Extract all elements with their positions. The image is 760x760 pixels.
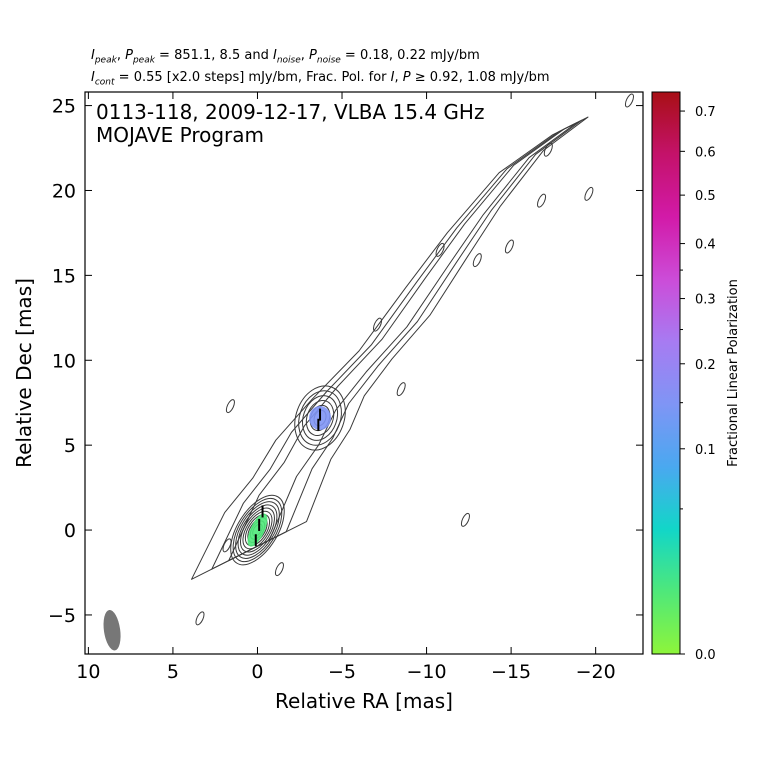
header-line-1: Ipeak, Ppeak = 851.1, 8.5 and Inoise, Pn… xyxy=(91,48,480,66)
contour-island xyxy=(195,611,205,626)
contour-island xyxy=(396,382,406,397)
contour-island xyxy=(504,239,514,254)
colorbar-tick-label: 0.3 xyxy=(695,293,716,308)
core-polarization-patch xyxy=(247,513,268,547)
colorbar-tick-label: 0.0 xyxy=(695,648,716,663)
jet-contour xyxy=(228,122,578,562)
header-line-2: Icont = 0.55 [x2.0 steps] mJy/bm, Frac. … xyxy=(91,70,550,88)
y-tick-label: 15 xyxy=(52,265,76,287)
knot-contour xyxy=(302,395,339,441)
colorbar-tick-label: 0.5 xyxy=(695,189,716,204)
y-tick-label: 5 xyxy=(64,435,76,457)
core-contour xyxy=(242,510,273,550)
contour-island xyxy=(274,562,284,577)
contour-layer xyxy=(103,93,634,651)
y-tick-label: 10 xyxy=(52,350,76,372)
y-axis-title: Relative Dec [mas] xyxy=(12,278,36,468)
colorbar-tick-label: 0.7 xyxy=(695,105,716,120)
contour-island xyxy=(624,93,634,108)
contour-island xyxy=(472,253,482,268)
contour-island xyxy=(460,512,470,527)
y-tick-label: 0 xyxy=(64,520,76,542)
chart-title: 0113-118, 2009-12-17, VLBA 15.4 GHz xyxy=(96,100,484,124)
core-contour xyxy=(230,494,285,566)
colorbar-title: Fractional Linear Polarization xyxy=(726,279,741,467)
polarization-layer xyxy=(247,405,332,547)
x-tick-label: 10 xyxy=(76,661,100,683)
axes-layer: 10 5 0 −5 −10 −15 −20 −5 0 5 10 15 20 25 xyxy=(48,92,643,683)
contour-island xyxy=(543,142,553,157)
core-contour xyxy=(232,498,283,563)
x-tick-label: 0 xyxy=(251,661,263,683)
colorbar: 0.0 0.1 0.2 0.3 0.4 0.5 0.6 0.7 xyxy=(651,91,716,663)
contour-island xyxy=(537,193,547,208)
y-tick-label: 20 xyxy=(52,180,76,202)
contour-island xyxy=(435,242,445,257)
x-axis-title: Relative RA [mas] xyxy=(275,689,453,713)
contour-island xyxy=(584,186,594,201)
contour-island xyxy=(373,317,383,332)
jet-contour xyxy=(191,116,589,580)
plot-frame xyxy=(84,91,644,655)
colorbar-gradient xyxy=(651,91,681,655)
beam-ellipse xyxy=(103,610,121,651)
y-tick-label: −5 xyxy=(48,605,76,627)
colorbar-tick-label: 0.6 xyxy=(695,145,716,160)
contour-island xyxy=(225,399,235,414)
chart-subtitle: MOJAVE Program xyxy=(96,123,264,147)
core-contour xyxy=(240,507,275,553)
x-tick-label: −5 xyxy=(328,661,356,683)
x-tick-label: −15 xyxy=(491,661,531,683)
x-tick-label: 5 xyxy=(167,661,179,683)
colorbar-tick-label: 0.4 xyxy=(695,238,716,253)
core-contour xyxy=(244,514,271,547)
colorbar-tick-label: 0.1 xyxy=(695,443,716,458)
x-tick-label: −20 xyxy=(576,661,616,683)
y-tick-label: 25 xyxy=(52,96,76,118)
contour-island xyxy=(222,538,232,553)
colorbar-tick-label: 0.2 xyxy=(695,358,716,373)
x-tick-label: −10 xyxy=(407,661,447,683)
